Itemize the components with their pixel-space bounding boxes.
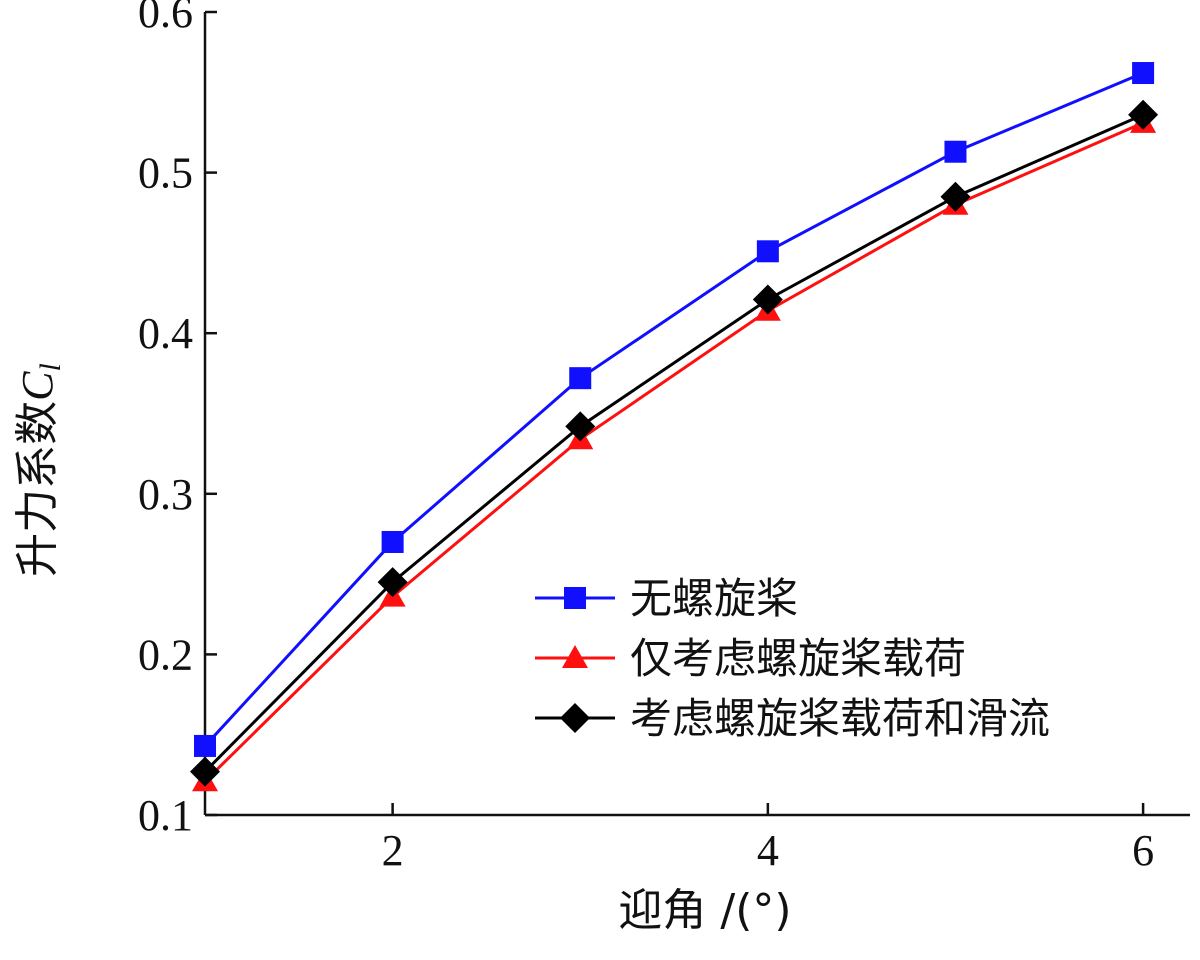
y-tick-label: 0.4 (138, 309, 193, 358)
series-line (203, 121, 1144, 783)
series-3-point (190, 756, 220, 787)
series-1-point (756, 240, 779, 263)
y-tick-label: 0.1 (138, 791, 193, 840)
series-1-point (569, 367, 592, 390)
series-1-point (381, 530, 404, 553)
series-3-point (1128, 99, 1159, 130)
series-line (203, 113, 1144, 773)
series-3-point (377, 567, 408, 598)
legend-label: 考虑螺旋桨载荷和滑流 (630, 694, 1050, 743)
series-1-point (194, 734, 216, 757)
series-3-point (752, 284, 783, 315)
y-axis-title-symbol: C (13, 371, 62, 401)
legend-marker (564, 587, 586, 609)
x-tick-label: 6 (1132, 826, 1154, 875)
legend-marker (562, 645, 588, 668)
series-1 (194, 62, 1155, 757)
series-line (203, 71, 1144, 747)
x-tick-label: 4 (757, 826, 779, 875)
x-axis-title: 迎角 /(°) (618, 885, 791, 936)
y-axis-title-subscript: l (34, 363, 67, 371)
legend-label: 无螺旋桨 (630, 574, 798, 623)
series-1-point (1132, 62, 1155, 85)
y-tick-label: 0.2 (138, 630, 193, 679)
y-tick-label: 0.5 (138, 149, 193, 198)
series-3-point (940, 181, 971, 212)
series-3 (190, 99, 1159, 787)
series-2 (192, 109, 1157, 792)
legend-label: 仅考虑螺旋桨载荷 (630, 634, 966, 683)
y-axis-title-main: 升力系数 (12, 401, 63, 577)
y-axis-title: 升力系数Cl (12, 363, 67, 577)
x-tick-label: 2 (382, 826, 404, 875)
series-layer (190, 62, 1159, 792)
series-3-point (565, 411, 596, 442)
series-1-point (944, 140, 967, 163)
y-tick-label: 0.3 (138, 470, 193, 519)
y-tick-label: 0.6 (138, 0, 193, 37)
legend-marker (560, 703, 590, 733)
axes: 0.1 0.2 0.3 0.4 0.5 0.6 2 4 6 (138, 0, 1190, 875)
